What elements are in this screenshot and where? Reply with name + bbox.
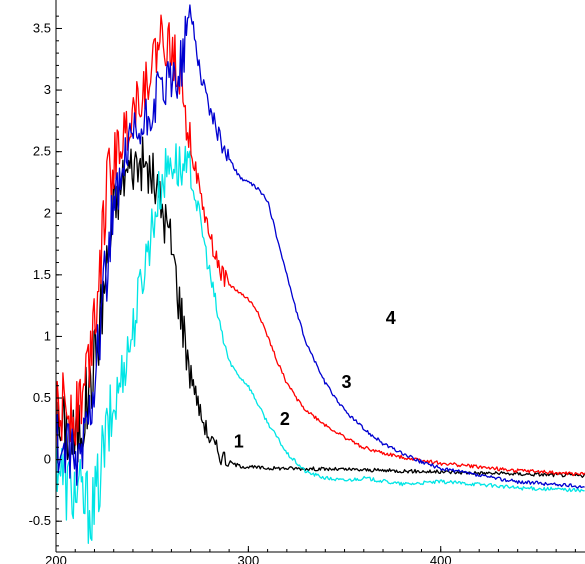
series-label-3: 3 xyxy=(341,372,351,392)
y-tick-label: 0 xyxy=(44,452,51,467)
y-tick-label: 2.5 xyxy=(33,144,51,159)
x-tick-label: 300 xyxy=(238,553,260,564)
axes: -0.5 0 0.5 1 1.5 2 2.5 3 3.5 200 300 400 xyxy=(29,0,585,564)
series-labels: 1 2 3 4 xyxy=(234,308,396,451)
y-tick-label: 3 xyxy=(44,82,51,97)
series-line-3 xyxy=(56,14,585,477)
series-line-1 xyxy=(56,136,585,478)
series-label-4: 4 xyxy=(386,308,396,328)
series-label-2: 2 xyxy=(280,409,290,429)
y-tick-label: 3.5 xyxy=(33,20,51,35)
y-tick-label: 1.5 xyxy=(33,267,51,282)
y-tick-label: 0.5 xyxy=(33,390,51,405)
y-tick-label: -0.5 xyxy=(29,513,51,528)
series-line-4 xyxy=(56,4,585,489)
plot-area xyxy=(56,4,585,544)
x-tick-label: 400 xyxy=(430,553,452,564)
y-tick-label: 2 xyxy=(44,205,51,220)
series-label-1: 1 xyxy=(234,431,244,451)
x-tick-label: 200 xyxy=(45,553,67,564)
series-line-2 xyxy=(56,143,585,544)
y-tick-label: 1 xyxy=(44,328,51,343)
